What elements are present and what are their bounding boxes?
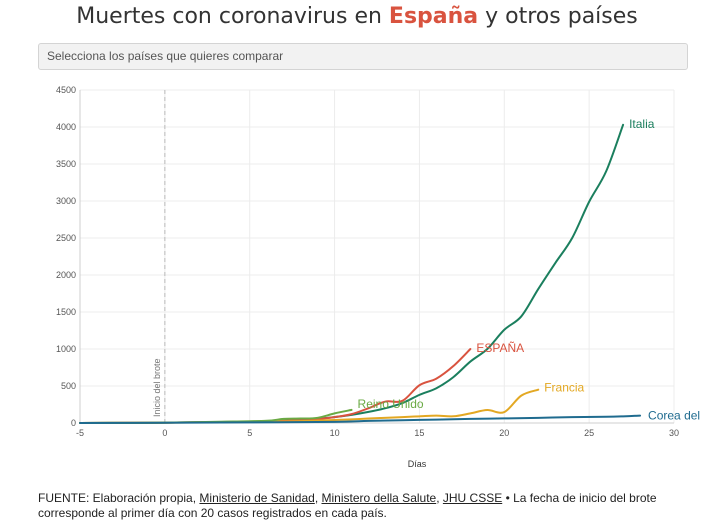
x-tick-label: 20 [499, 428, 509, 438]
source-link-jhu[interactable]: JHU CSSE [442, 491, 503, 505]
footer-sep-2: , [436, 491, 443, 505]
source-link-sanidad[interactable]: Ministerio de Sanidad [199, 491, 315, 505]
y-tick-label: 2000 [56, 270, 76, 280]
footer-prefix: FUENTE: Elaboración propia, [38, 491, 200, 505]
y-tick-label: 4500 [56, 85, 76, 95]
y-tick-label: 4000 [56, 122, 76, 132]
y-tick-label: 2500 [56, 233, 76, 243]
series-label-reino-unido: Reino Unido [358, 397, 424, 411]
title-highlight: España [388, 4, 479, 29]
source-link-salute[interactable]: Ministero della Salute [321, 491, 437, 505]
x-tick-label: 5 [247, 428, 252, 438]
chart-title: Muertes con coronavirus en España y otro… [0, 4, 714, 29]
country-selector-input[interactable]: Selecciona los países que quieres compar… [38, 43, 688, 70]
title-prefix: Muertes con coronavirus en [76, 4, 389, 29]
x-tick-label: 10 [330, 428, 340, 438]
series-label-italia: Italia [629, 117, 655, 131]
y-tick-label: 0 [71, 418, 76, 428]
series-line-corea-del [79, 414, 642, 424]
y-tick-label: 500 [61, 381, 76, 391]
x-axis-label: Días [408, 459, 427, 469]
series-label-españa: ESPAÑA [476, 341, 524, 355]
y-tick-label: 3500 [56, 159, 76, 169]
footer-sep-1: , [314, 491, 322, 505]
x-tick-label: 25 [584, 428, 594, 438]
footer-suffix: • La fecha de inicio del brote correspon… [38, 491, 657, 520]
y-tick-label: 1500 [56, 307, 76, 317]
x-tick-label: -5 [76, 428, 84, 438]
x-tick-label: 30 [669, 428, 679, 438]
y-tick-label: 1000 [56, 344, 76, 354]
series-label-francia: Francia [544, 381, 584, 395]
y-tick-label: 3000 [56, 196, 76, 206]
source-footer: FUENTE: Elaboración propia, Ministerio d… [38, 491, 698, 521]
title-suffix: y otros países [478, 4, 638, 29]
outbreak-start-label: Inicio del brote [152, 358, 162, 417]
series-label-corea-del: Corea del [648, 409, 700, 423]
x-tick-label: 0 [162, 428, 167, 438]
x-tick-label: 15 [414, 428, 424, 438]
